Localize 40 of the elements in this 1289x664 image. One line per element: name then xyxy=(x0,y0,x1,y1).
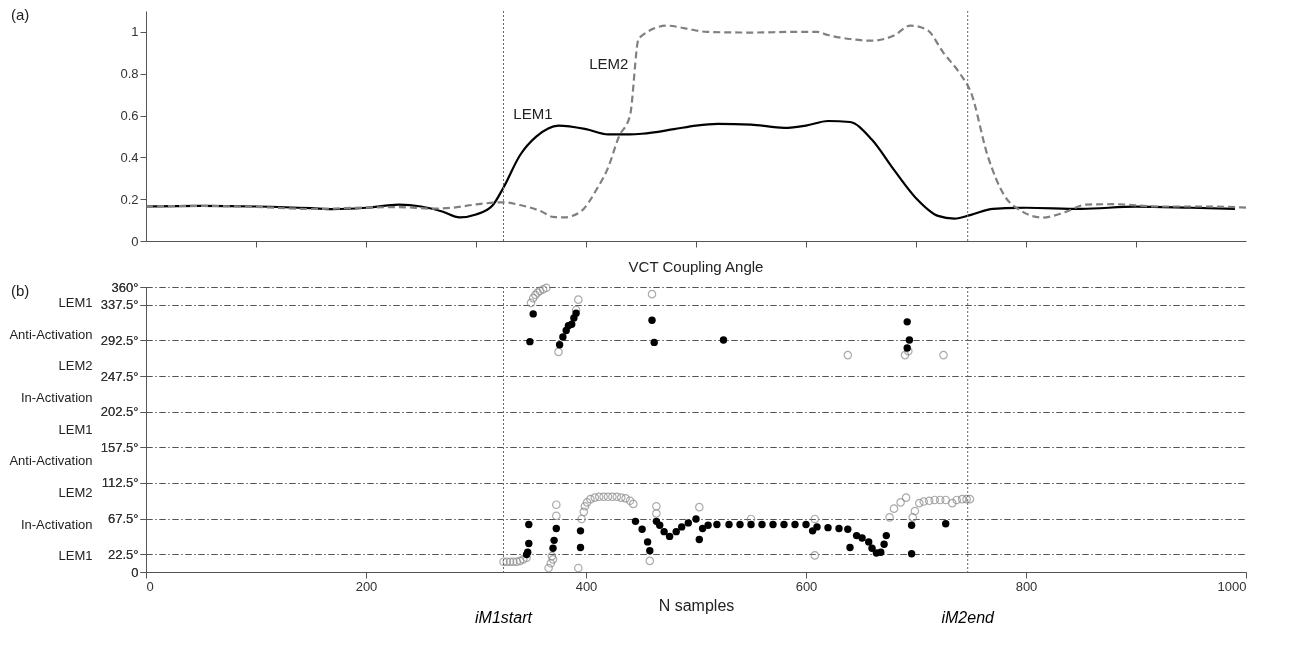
chart-title: VCT Coupling Angle xyxy=(628,258,764,275)
y-tick-label: 337.5° xyxy=(100,297,139,313)
y-tick-label: 0 xyxy=(131,564,139,580)
category-label: In-Activation xyxy=(20,516,93,532)
y-tick-label: 247.5° xyxy=(100,368,139,384)
line-series xyxy=(144,24,1248,219)
ref-line-label: iM2end xyxy=(941,609,996,626)
x-tick-label: 200 xyxy=(355,578,378,594)
y-tick-label: 0.2 xyxy=(120,191,139,207)
annotation: LEM1 xyxy=(513,104,553,122)
y-tick-label: 22.5° xyxy=(107,546,139,562)
y-tick-label: 67.5° xyxy=(107,511,139,527)
x-tick-label: 1000 xyxy=(1217,578,1247,594)
y-tick-label: 0.4 xyxy=(120,149,139,165)
ref-line-label: iM1start xyxy=(475,609,533,626)
x-tick-label: 800 xyxy=(1015,578,1038,594)
x-tick-label: 400 xyxy=(575,578,598,594)
y-tick-label: 202.5° xyxy=(100,404,139,420)
category-label: LEM2 xyxy=(58,484,93,500)
y-tick-label: 112.5° xyxy=(101,475,139,491)
x-tick-label: 600 xyxy=(795,578,818,594)
y-tick-label: 0.8 xyxy=(120,66,139,82)
category-label: Anti-Activation xyxy=(9,453,93,469)
annotation: LEM2 xyxy=(589,54,629,72)
text: (b) xyxy=(11,282,30,299)
x-tick-label: 0 xyxy=(146,578,154,594)
y-tick-label: 0.6 xyxy=(120,108,139,124)
category-label: LEM2 xyxy=(58,358,93,374)
text: (a) xyxy=(11,6,30,23)
category-label: Anti-Activation xyxy=(9,326,93,342)
y-tick-label: 157.5° xyxy=(100,439,139,455)
category-label: In-Activation xyxy=(20,389,93,405)
y-tick-label: 360° xyxy=(111,279,139,295)
y-tick-label: 292.5° xyxy=(100,332,139,348)
category-label: LEM1 xyxy=(58,548,93,564)
category-label: LEM1 xyxy=(58,421,93,437)
category-label: LEM1 xyxy=(58,294,93,310)
y-tick-label: 1 xyxy=(131,24,139,40)
x-axis-title: N samples xyxy=(658,596,735,614)
y-tick-label: 0 xyxy=(131,233,139,249)
